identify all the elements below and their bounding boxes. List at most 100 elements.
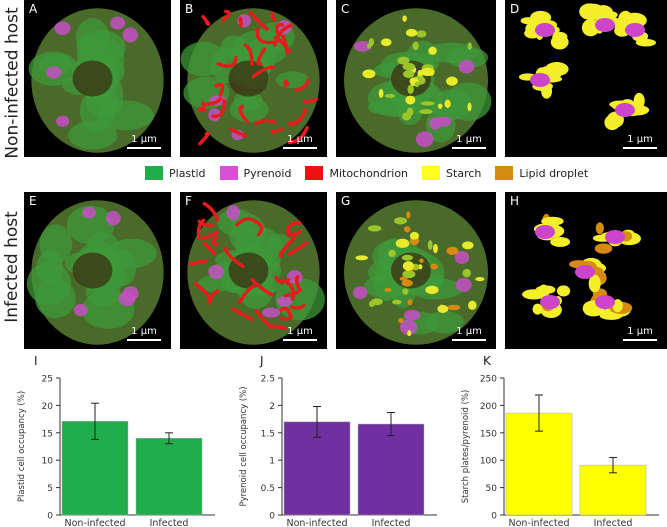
starch-grain [401, 279, 413, 287]
category-label: Infected [372, 518, 411, 527]
scale-label: 1 µm [627, 326, 653, 337]
starch-body [540, 65, 564, 73]
mitochondrion-strand [198, 101, 206, 113]
mitochondrion-strand [248, 10, 269, 31]
scale-bar [452, 339, 486, 341]
starch-grain [446, 76, 458, 86]
starch-grain [403, 226, 411, 233]
row-label-non-infected: Non-infected host [2, 7, 23, 159]
micrograph-panel-g: G 1 µm [336, 192, 496, 349]
mitochondrion-strand [224, 246, 245, 269]
category-label: Non-infected [64, 518, 125, 527]
mitochondrion-strand [256, 47, 267, 66]
starch-grain [395, 238, 410, 248]
legend-label: Plastid [169, 166, 206, 180]
panel-letter: E [29, 194, 37, 208]
panel-letter: A [29, 2, 38, 16]
vacuole-region [228, 252, 269, 289]
scale-label: 1 µm [456, 326, 482, 337]
mitochondrion-strand [197, 219, 214, 228]
mitochondrion-strand [270, 127, 284, 134]
scale-label: 1 µm [287, 326, 313, 337]
pyrenoid-body [605, 230, 625, 244]
starch-grain [368, 300, 375, 307]
scale-label: 1 µm [131, 134, 157, 145]
mitochondrion-strand [273, 23, 293, 47]
legend: Plastid Pyrenoid Mitochondrion Starch Lipid … [145, 163, 602, 183]
starch-grain [402, 62, 416, 71]
pyrenoid-body [530, 73, 550, 87]
starch-body [635, 38, 657, 47]
pyrenoid-body [262, 307, 281, 318]
mitochondrion-strand [294, 275, 301, 290]
y-tick-label: 250 [480, 375, 497, 385]
mitochondrion-strand [238, 16, 243, 28]
starch-body [595, 7, 613, 19]
y-tick-label: 1 [269, 457, 275, 467]
starch-grain [438, 304, 445, 310]
mitochondrion-strand [270, 11, 277, 22]
chart-letter-j: J [260, 354, 264, 368]
starch-grain [384, 287, 392, 292]
mitochondrion-strand [214, 82, 225, 97]
starch-grain [444, 99, 451, 108]
mitochondrion-strand [207, 289, 220, 305]
starch-grain [406, 107, 414, 117]
bar-infected [135, 438, 203, 516]
legend-item: Pyrenoid [219, 166, 292, 180]
pyrenoid-body [535, 23, 555, 37]
pyrenoid-body [105, 210, 121, 226]
scale-label: 1 µm [131, 326, 157, 337]
vacuole-region [72, 252, 113, 289]
pyrenoid-body [46, 66, 62, 79]
pyrenoid-body [455, 277, 472, 292]
starch-grain [409, 231, 420, 240]
starch-grain [392, 299, 402, 305]
y-axis-label: Plastid cell occupancy (%) [17, 391, 27, 502]
y-tick-label: 0 [47, 512, 53, 522]
pyrenoid-body [277, 295, 292, 307]
y-tick-label: 15 [42, 429, 53, 439]
pyrenoid-body [226, 205, 241, 221]
legend-swatch [219, 166, 238, 180]
y-tick-label: 2 [269, 402, 275, 412]
plastid-region [106, 238, 157, 268]
pyrenoid-body [352, 286, 368, 299]
starch-body [550, 236, 571, 247]
starch-grain [407, 330, 412, 337]
mitochondrion-strand [237, 284, 256, 305]
legend-label: Starch [446, 166, 482, 180]
plastid-region [266, 233, 291, 251]
legend-label: Pyrenoid [243, 166, 292, 180]
pyrenoid-body [56, 115, 70, 127]
mitochondrion-strand [287, 241, 309, 256]
starch-body [588, 274, 601, 293]
mitochondrion-strand [279, 312, 293, 321]
category-label: Non-infected [508, 518, 569, 527]
mitochondrion-strand [188, 259, 208, 266]
mitochondrion-strand [229, 127, 248, 138]
starch-grain [393, 217, 408, 225]
micrograph-panel-e: E 1 µm [24, 192, 171, 349]
starch-grain [407, 84, 414, 94]
starch-body [532, 303, 543, 315]
starch-grain [406, 211, 411, 219]
plastid-region [66, 205, 115, 245]
pyrenoid-body [575, 265, 595, 279]
y-tick-label: 50 [486, 484, 498, 494]
starch-grain [416, 30, 427, 38]
starch-grain [437, 103, 443, 109]
bar-infected [357, 423, 425, 516]
legend-item: Starch [422, 166, 481, 180]
mitochondrion-strand [193, 281, 211, 300]
plastid-region [26, 262, 72, 305]
pyrenoid-body [458, 59, 475, 74]
plastid-region [229, 96, 269, 123]
mitochondrion-strand [197, 230, 219, 241]
starch-grain [467, 42, 472, 50]
mitochondrion-strand [196, 218, 206, 238]
pyrenoid-body [595, 295, 615, 309]
chart-plastid-occupancy: 0 5 10 15 20 25 Plastid cell occupancy (%) Non-… [17, 375, 215, 527]
mitochondrion-strand [201, 14, 211, 26]
legend-item: Lipid droplet [495, 166, 588, 180]
